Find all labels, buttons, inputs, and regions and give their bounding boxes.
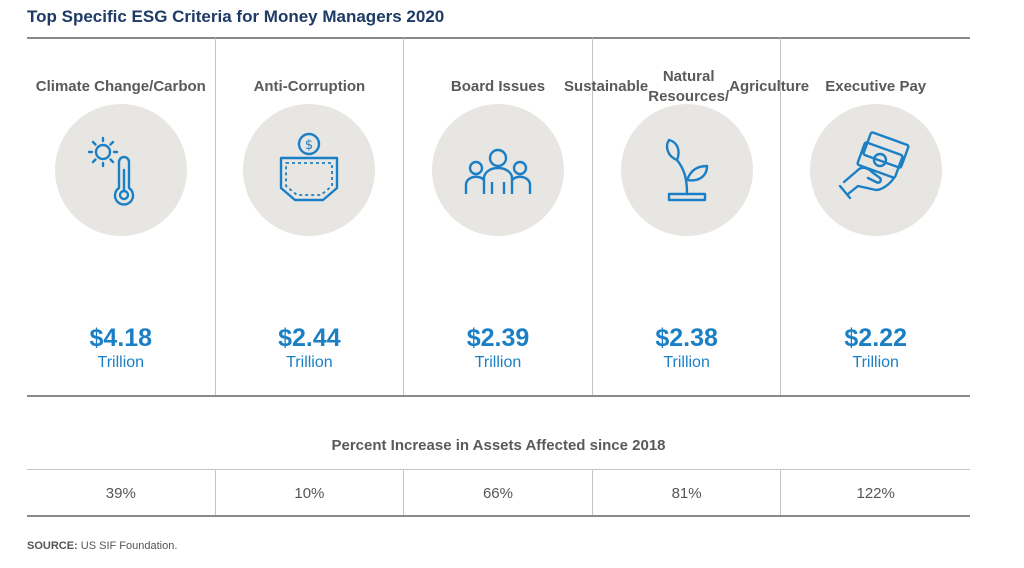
criterion-column-1: Climate Change/ Carbon $4.18 Trillion (27, 38, 216, 396)
icon-circle (54, 104, 187, 236)
criterion-column-5: Executive Pay $2.22 Trillion (781, 38, 970, 396)
source-note: SOURCE: US SIF Foundation. (27, 540, 177, 552)
icon-circle (809, 104, 942, 236)
chart-title: Top Specific ESG Criteria for Money Mana… (27, 7, 445, 26)
percent-cell: 10% (216, 470, 405, 516)
percent-cell: 122% (856, 484, 895, 502)
asset-unit: Trillion (286, 354, 333, 371)
asset-value: $2.38 (655, 324, 718, 352)
asset-unit: Trillion (663, 354, 710, 371)
criterion-column-4: Sustainable Natural Resources/ Agricultu… (564, 38, 810, 396)
percent-cell: 66% (404, 470, 593, 516)
asset-unit: Trillion (474, 354, 522, 371)
hand-money-icon (838, 131, 910, 200)
percent-increase-title: Percent Increase in Assets Affected sinc… (331, 437, 666, 454)
middle-rule (27, 395, 970, 397)
source-text: US SIF Foundation. (77, 540, 178, 552)
asset-unit: Trillion (852, 354, 899, 371)
top-rule (27, 37, 970, 39)
criterion-column-3: Board Issues $2.39 Trillion (404, 38, 593, 396)
icon-circle (431, 104, 564, 236)
criterion-label: Anti-Corruption (253, 78, 366, 95)
plant-sprout-icon (665, 138, 708, 202)
asset-value: $2.44 (278, 324, 341, 352)
thermometer-sun-icon (87, 136, 134, 206)
criterion-label: Executive Pay (825, 78, 927, 95)
icon-circle (620, 104, 753, 236)
people-group-icon (464, 148, 532, 194)
criterion-label: Board Issues (450, 78, 546, 95)
icon-circle: $ (243, 104, 376, 236)
asset-value: $2.22 (844, 324, 907, 352)
source-prefix: SOURCE: (27, 540, 78, 552)
asset-value: $4.18 (89, 324, 153, 352)
asset-unit: Trillion (97, 354, 145, 371)
percent-cell: 39% (27, 470, 216, 516)
criterion-column-2: Anti-Corruption $ $2.44 Trillion (216, 38, 405, 396)
percent-top-rule (27, 469, 970, 470)
criteria-columns: Climate Change/ Carbon $4.18 Trillion An… (27, 38, 970, 396)
criterion-label: Sustainable Natural Resources/ Agricultu… (564, 68, 810, 105)
criterion-label: Climate Change/ Carbon (35, 78, 206, 95)
percent-cell: 81% (593, 470, 782, 516)
svg-text:$: $ (305, 138, 313, 153)
bottom-rule (27, 515, 970, 517)
pocket-coin-icon: $ (280, 132, 339, 202)
asset-value: $2.39 (466, 324, 530, 352)
percent-increase-row: 39% 10% 66% 81% 122% (27, 470, 970, 516)
